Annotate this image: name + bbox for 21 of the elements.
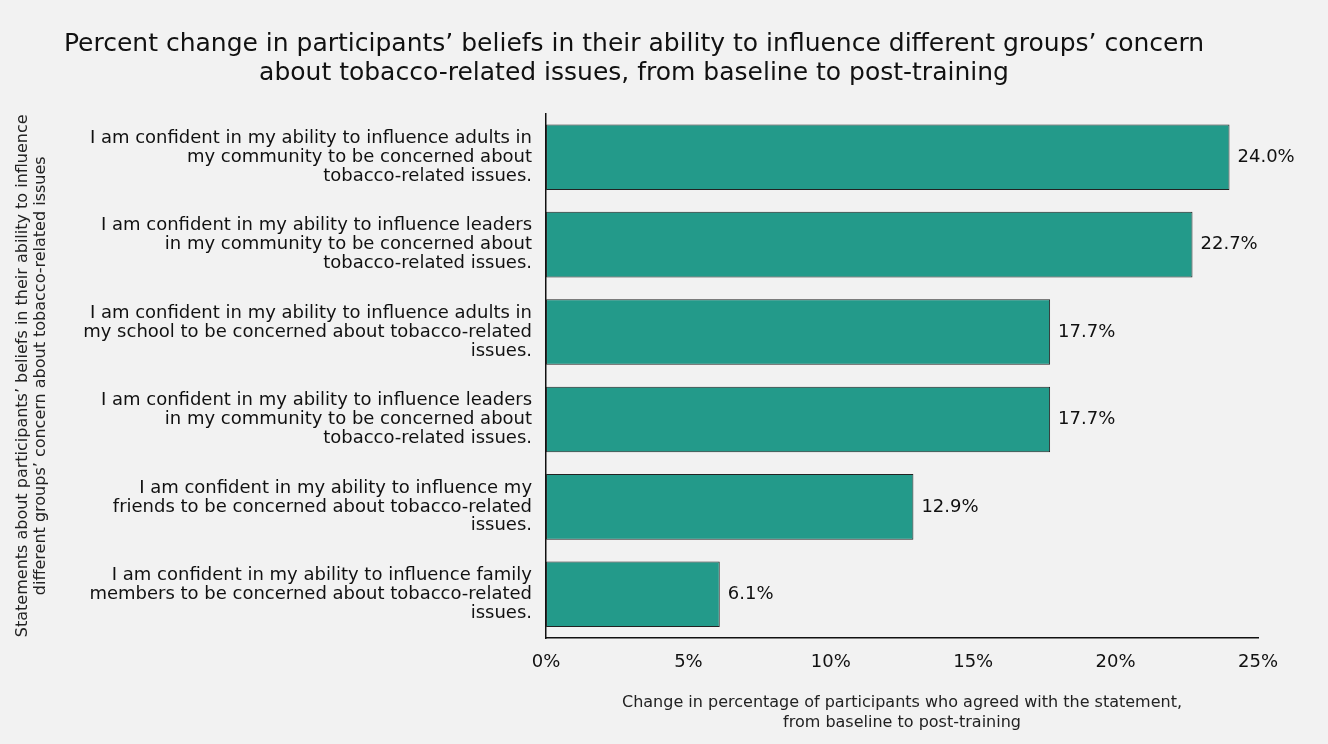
y-tick-label: I am confident in my ability to influence family members to be concerned about tobacco-related issues. <box>89 563 533 622</box>
data-label: 17.7% <box>1058 407 1116 429</box>
x-tick-label: 0% <box>531 650 561 672</box>
y-tick-label: I am confident in my ability to influence my friends to be concerned about tobacco-related issues. <box>112 475 533 535</box>
chart-title: Percent change in participants’ beliefs in their ability to influence different groups’ concern about tobacco-related issues, from baseline to post-training <box>63 27 1205 86</box>
x-tick-label: 25% <box>1237 650 1279 672</box>
data-label: 17.7% <box>1058 319 1116 341</box>
y-tick-label: I am confident in my ability to influence leaders in my community to be concerned about tobacco-related issues. <box>100 388 533 448</box>
y-tick-label: I am confident in my ability to influence adults in my community to be concerned about tobacco-related issues. <box>89 125 533 185</box>
data-label: 22.7% <box>1200 232 1258 254</box>
x-tick-label: 20% <box>1095 650 1136 672</box>
y-tick-label: I am confident in my ability to influence leaders in my community to be concerned about tobacco-related issues. <box>100 213 533 273</box>
y-axis-title: Statements about participants’ beliefs in their ability to influence different groups’ concern about tobacco-related issues <box>11 114 49 638</box>
x-tick-label: 15% <box>953 650 994 672</box>
x-tick-label: 10% <box>810 650 851 672</box>
data-label: 24.0% <box>1237 144 1295 166</box>
data-label: 6.1% <box>727 581 774 603</box>
y-tick-label: I am confident in my ability to influence adults in my school to be concerned about tobacco-related issues. <box>83 300 533 360</box>
data-label: 12.9% <box>921 494 979 516</box>
x-tick-label: 5% <box>674 650 703 672</box>
x-axis-title: Change in percentage of participants who agreed with the statement, from baseline to post-training <box>622 692 1183 731</box>
